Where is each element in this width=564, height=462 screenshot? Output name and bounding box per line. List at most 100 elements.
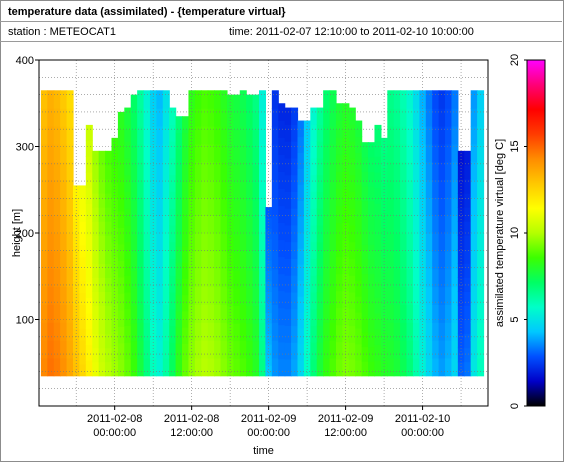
heatmap-cell: [156, 268, 164, 288]
heatmap-cell: [246, 287, 254, 307]
heatmap-cell: [259, 357, 267, 377]
heatmap-cell: [175, 294, 183, 312]
heatmap-cell: [400, 322, 408, 341]
heatmap-cell: [335, 205, 343, 224]
heatmap-cell: [214, 125, 222, 145]
heatmap-cell: [117, 128, 125, 146]
heatmap-cell: [451, 357, 459, 377]
heatmap-cell: [201, 108, 209, 127]
heatmap-cell: [130, 164, 138, 184]
heatmap-cell: [335, 239, 343, 258]
heatmap-cell: [137, 322, 145, 341]
heatmap-cell: [342, 171, 350, 189]
heatmap-cell: [400, 143, 408, 163]
heatmap-cell: [400, 286, 408, 305]
heatmap-cell: [233, 94, 241, 113]
heatmap-cell: [406, 215, 414, 234]
heatmap-cell: [291, 157, 299, 176]
heatmap-cell: [316, 342, 324, 360]
heatmap-cell: [297, 248, 305, 265]
heatmap-cell: [419, 108, 427, 127]
heatmap-cell: [438, 215, 446, 234]
heatmap-cell: [457, 235, 465, 250]
heatmap-cell: [278, 358, 286, 377]
y-tick-label: 400: [16, 55, 34, 67]
heatmap-cell: [252, 182, 260, 201]
heatmap-cell: [259, 108, 267, 127]
heatmap-cell: [252, 358, 260, 377]
heatmap-cell: [438, 179, 446, 198]
heatmap-cell: [400, 340, 408, 359]
heatmap-cell: [66, 161, 74, 181]
heatmap-cell: [348, 191, 356, 209]
heatmap-cell: [79, 340, 87, 353]
heatmap-cell: [149, 90, 157, 109]
chart-title: temperature data (assimilated) - {temper…: [8, 6, 286, 18]
heatmap-cell: [323, 268, 331, 288]
heatmap-cell: [348, 157, 356, 176]
heatmap-cell: [361, 229, 369, 245]
heatmap-cell: [207, 197, 215, 216]
heatmap-cell: [239, 108, 247, 127]
heatmap-cell: [464, 263, 472, 278]
heatmap-cell: [368, 171, 376, 187]
heatmap-cell: [79, 185, 87, 198]
heatmap-cell: [374, 140, 382, 157]
heatmap-cell: [477, 357, 485, 377]
heatmap-cell: [226, 112, 234, 131]
heatmap-cell: [130, 252, 138, 271]
heatmap-cell: [412, 304, 420, 323]
heatmap-cell: [60, 357, 68, 377]
heatmap-cell: [143, 340, 151, 359]
heatmap-cell: [348, 124, 356, 142]
heatmap-cell: [149, 233, 157, 252]
colorbar-tick-label: 0: [509, 403, 521, 409]
heatmap-cell: [380, 345, 388, 362]
heatmap-cell: [207, 322, 215, 341]
heatmap-cell: [252, 270, 260, 289]
heatmap-cell: [130, 340, 138, 359]
heatmap-cell: [419, 268, 427, 288]
heatmap-cell: [393, 250, 401, 270]
heatmap-cell: [374, 360, 382, 377]
heatmap-cell: [355, 280, 363, 297]
heatmap-cell: [111, 182, 119, 198]
heatmap-cell: [53, 108, 61, 127]
heatmap-cell: [310, 291, 318, 310]
heatmap-cell: [92, 249, 100, 264]
heatmap-cell: [252, 112, 260, 131]
heatmap-cell: [387, 143, 395, 163]
heatmap-cell: [406, 143, 414, 163]
heatmap-cell: [348, 241, 356, 260]
heatmap-cell: [380, 182, 388, 198]
heatmap-cell: [470, 215, 478, 234]
heatmap-cell: [220, 250, 228, 270]
heatmap-cell: [323, 233, 331, 252]
heatmap-cell: [169, 157, 177, 176]
heatmap-cell: [259, 233, 267, 252]
heatmap-cell: [329, 268, 337, 288]
heatmap-cell: [226, 182, 234, 201]
heatmap-cell: [278, 256, 286, 275]
heatmap-cell: [470, 179, 478, 198]
heatmap-cell: [169, 191, 177, 209]
heatmap-cell: [432, 125, 440, 145]
heatmap-cell: [66, 108, 74, 127]
heatmap-cell: [79, 233, 87, 246]
heatmap-cell: [137, 143, 145, 163]
heatmap-cell: [278, 341, 286, 360]
heatmap-cell: [297, 120, 305, 138]
heatmap-cell: [105, 361, 113, 377]
heatmap-cell: [53, 233, 61, 252]
heatmap-cell: [361, 273, 369, 289]
heatmap-cell: [162, 108, 170, 127]
heatmap-cell: [40, 304, 48, 323]
heatmap-cell: [40, 357, 48, 377]
heatmap-cell: [368, 200, 376, 216]
heatmap-cell: [252, 129, 260, 148]
heatmap-cell: [374, 234, 382, 251]
heatmap-cell: [278, 290, 286, 309]
heatmap-cell: [233, 164, 241, 184]
heatmap-cell: [207, 215, 215, 234]
heatmap-cell: [92, 164, 100, 180]
